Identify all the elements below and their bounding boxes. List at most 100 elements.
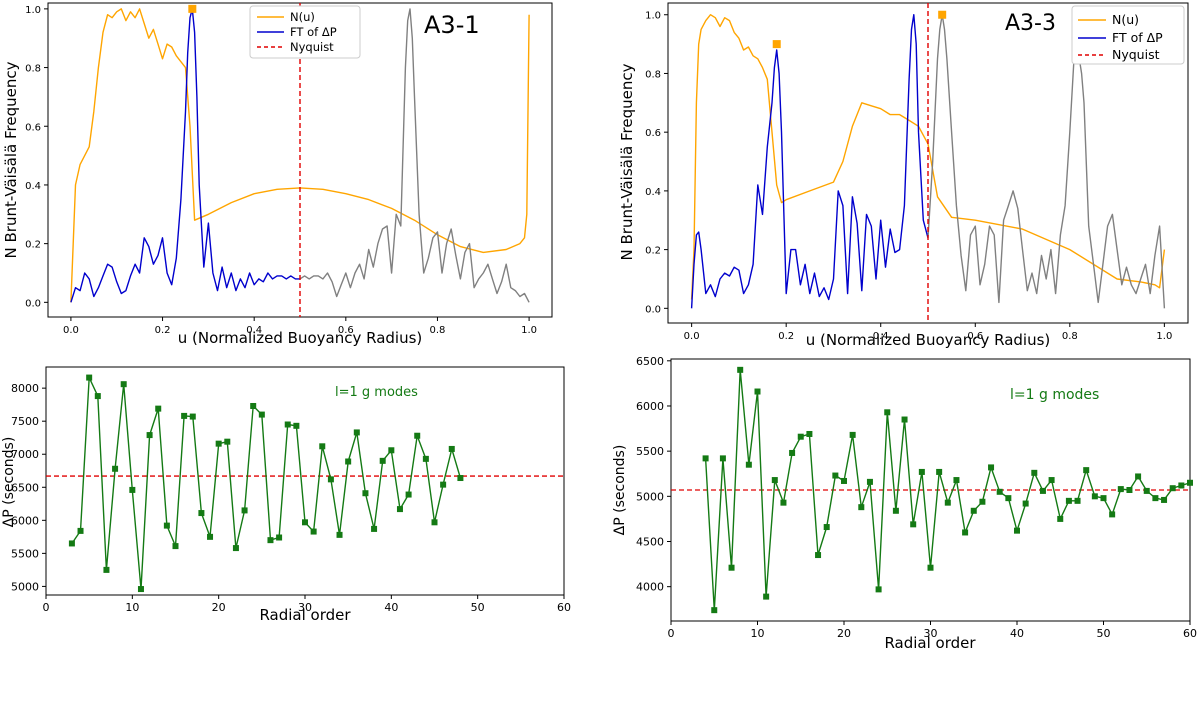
y-tick-label: 5000 [11, 580, 39, 593]
y-tick-label: 5000 [636, 490, 664, 503]
x-tick-label: 50 [471, 601, 485, 614]
data-point [302, 519, 308, 526]
x-tick-label: 30 [298, 601, 312, 614]
data-point [884, 409, 891, 416]
data-point [1187, 479, 1193, 486]
data-point [892, 507, 899, 514]
data-point [189, 413, 196, 420]
y-tick-label: 5500 [636, 445, 664, 458]
aliased-ft-line [299, 8, 530, 303]
y-tick-label: 1.0 [25, 5, 41, 16]
x-axis-ticks: 0.0 0.2 0.4 0.6 0.8 1.0 [684, 323, 1172, 342]
data-point [1083, 467, 1090, 474]
data-point [1152, 495, 1159, 502]
data-point [293, 422, 300, 429]
y-tick-label: 4500 [636, 535, 664, 548]
legend-box [249, 5, 361, 59]
period-spacing-line [71, 376, 462, 590]
data-point [371, 525, 378, 532]
data-point [1161, 496, 1168, 503]
data-point [120, 381, 127, 388]
data-point [875, 586, 882, 593]
y-axis-ticks: 4000 4500 5000 5500 6000 6500 [636, 355, 671, 594]
brunt-vaisala-line [690, 13, 1166, 300]
x-tick-label: 40 [384, 601, 398, 614]
data-point [267, 537, 274, 544]
data-point [163, 522, 170, 529]
data-point [379, 457, 386, 464]
data-point [1178, 482, 1185, 489]
y-tick-label: 1.0 [645, 11, 661, 22]
data-point [440, 481, 447, 488]
aliased-ft-line [927, 13, 1166, 309]
x-tick-label: 10 [751, 627, 765, 640]
series-layer [671, 366, 1193, 614]
x-tick-label: 0.0 [684, 331, 700, 342]
x-tick-label: 0 [43, 601, 50, 614]
x-tick-label: 50 [1097, 627, 1111, 640]
panel-period-spacing-left: 0 10 20 30 40 50 60 5000 5500 6000 6500 7000 7500 80… [1, 366, 571, 624]
data-point [327, 476, 334, 483]
legend-label-ft: FT of ΔP [290, 25, 337, 39]
x-tick-label: 20 [837, 627, 851, 640]
panel-period-spacing-right: 0 10 20 30 40 50 60 4000 4500 5000 5500 6000 6500 R… [612, 355, 1197, 652]
data-point [858, 504, 865, 511]
data-point [86, 374, 93, 381]
data-point [250, 402, 257, 409]
data-point [310, 528, 317, 535]
data-point [172, 543, 179, 550]
y-tick-label: 0.4 [25, 181, 41, 192]
x-tick-label: 10 [125, 601, 139, 614]
data-point [1074, 497, 1081, 504]
data-point [362, 490, 369, 497]
data-point [232, 545, 239, 552]
legend-label-nyquist: Nyquist [1112, 47, 1160, 62]
data-point [198, 510, 205, 517]
data-point [155, 405, 162, 412]
data-point [431, 519, 438, 526]
data-point [780, 499, 787, 506]
panel-a3-1: 0.0 0.2 0.4 0.6 0.8 1.0 0.0 0.2 0.4 0.6 0.8 1.0 u … [2, 2, 553, 347]
data-point [448, 445, 455, 452]
x-axis-ticks: 0.0 0.2 0.4 0.6 0.8 1.0 [63, 317, 537, 336]
peak-marker [188, 4, 197, 13]
data-point [866, 478, 873, 485]
legend-label-nyquist: Nyquist [290, 40, 334, 54]
data-point [763, 593, 770, 600]
y-axis-label: ΔP (seconds) [612, 445, 628, 536]
legend-label-ft: FT of ΔP [1112, 30, 1163, 45]
mode-annotation: l=1 g modes [1010, 387, 1099, 403]
data-point [979, 498, 986, 505]
y-axis-label: N Brunt-Väisälä Frequency [618, 63, 636, 260]
data-point [1091, 493, 1098, 500]
x-tick-label: 0.6 [338, 325, 354, 336]
data-point [1057, 515, 1064, 522]
data-point [224, 438, 231, 445]
data-point [77, 527, 84, 534]
data-point [336, 531, 343, 538]
y-tick-label: 4000 [636, 581, 664, 594]
data-point [129, 486, 136, 493]
data-point [745, 461, 752, 468]
data-point [996, 488, 1003, 495]
y-tick-label: 0.8 [25, 64, 41, 75]
peak-marker [938, 10, 947, 19]
data-point [936, 468, 943, 475]
data-point [1135, 473, 1142, 480]
fourier-transform-line [690, 13, 929, 309]
y-tick-label: 0.8 [645, 69, 661, 80]
data-point [457, 475, 464, 482]
data-point [953, 477, 960, 484]
x-axis-label: Radial order [259, 606, 351, 624]
y-tick-label: 0.0 [25, 298, 41, 309]
data-point [137, 586, 144, 593]
legend: N(u) FT of ΔP Nyquist [1071, 5, 1185, 65]
data-point [1117, 486, 1124, 493]
x-tick-label: 30 [924, 627, 938, 640]
series-layer [690, 3, 1166, 323]
y-tick-label: 8000 [11, 382, 39, 395]
y-tick-label: 6500 [636, 355, 664, 368]
data-point [396, 506, 403, 513]
data-point [927, 564, 934, 571]
data-point [737, 366, 744, 373]
